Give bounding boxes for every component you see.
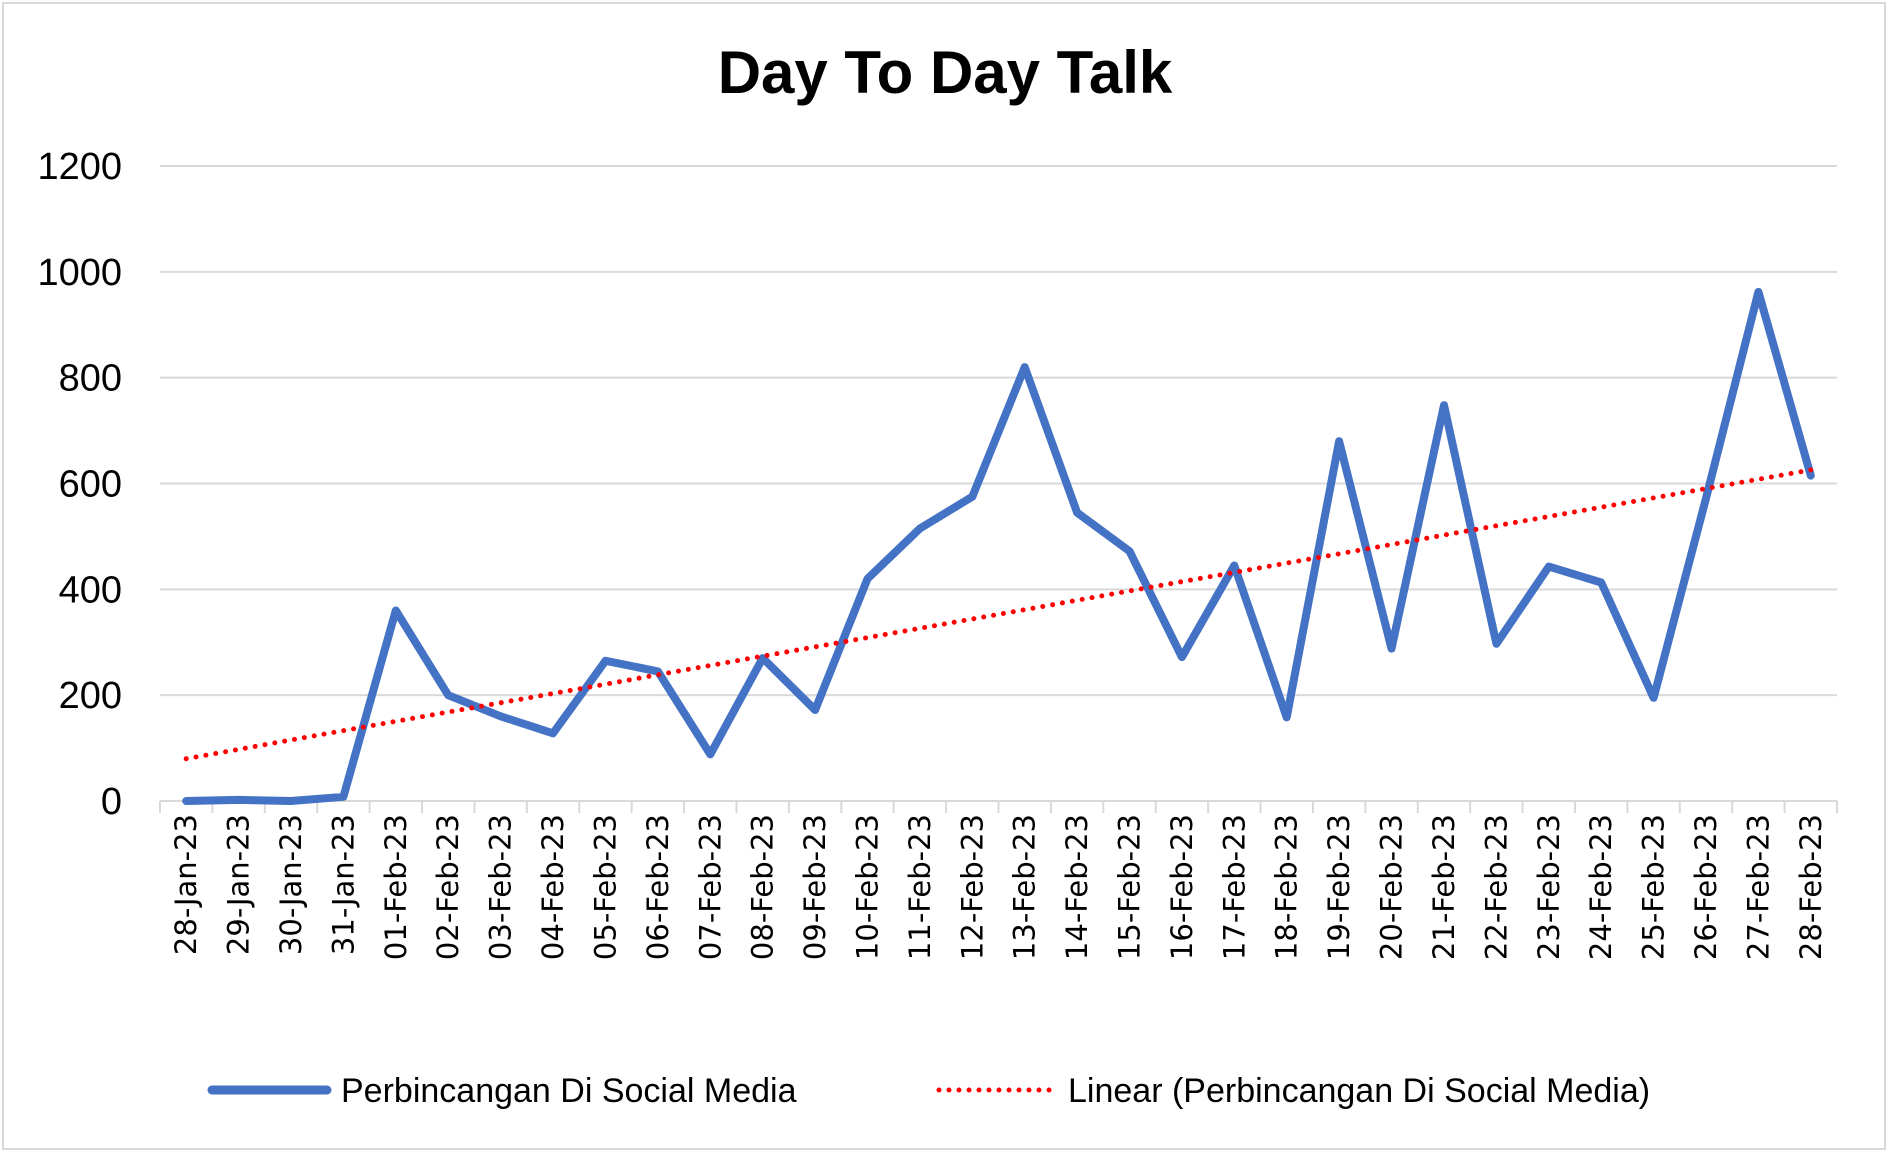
y-tick-label: 200: [59, 675, 122, 717]
x-tick-label: 15-Feb-23: [1113, 814, 1147, 960]
x-tick-label: 23-Feb-23: [1532, 814, 1566, 960]
chart-title: Day To Day Talk: [718, 39, 1173, 106]
x-tick-label: 28-Feb-23: [1794, 814, 1828, 960]
x-tick-label: 27-Feb-23: [1741, 814, 1775, 960]
x-tick-label: 08-Feb-23: [746, 814, 780, 960]
x-tick-label: 21-Feb-23: [1427, 814, 1461, 960]
x-tick-label: 31-Jan-23: [326, 814, 360, 955]
x-tick-label: 19-Feb-23: [1322, 814, 1356, 960]
gridlines: [160, 165, 1837, 697]
x-axis-ticks: 28-Jan-23 29-Jan-23 30-Jan-23 31-Jan-23 01-F…: [169, 814, 1828, 960]
x-tick-label: 09-Feb-23: [798, 814, 832, 960]
x-tick-label: 01-Feb-23: [379, 814, 413, 960]
series-line-mentions: [182, 287, 1815, 805]
x-tick-label: 22-Feb-23: [1479, 814, 1513, 960]
x-tick-label: 14-Feb-23: [1060, 814, 1094, 960]
x-tick-label: 10-Feb-23: [850, 814, 884, 960]
x-tick-label: 02-Feb-23: [431, 814, 465, 960]
x-tick-label: 11-Feb-23: [903, 814, 937, 960]
x-tick-label: 13-Feb-23: [1008, 814, 1042, 960]
x-axis: [159, 800, 1838, 813]
y-tick-label: 0: [101, 781, 122, 823]
x-tick-label: 04-Feb-23: [536, 814, 570, 960]
x-tick-label: 18-Feb-23: [1270, 814, 1304, 960]
y-tick-label: 1000: [37, 252, 122, 294]
x-tick-label: 25-Feb-23: [1637, 814, 1671, 960]
x-tick-label: 06-Feb-23: [641, 814, 675, 960]
y-tick-label: 600: [59, 464, 122, 506]
x-tick-label: 29-Jan-23: [222, 814, 256, 955]
legend-label-trendline: Linear (Perbincangan Di Social Media): [1068, 1072, 1650, 1110]
legend: Perbincangan Di Social Media Linear (Per…: [207, 1072, 1650, 1110]
x-tick-label: 03-Feb-23: [484, 814, 518, 960]
x-tick-label: 17-Feb-23: [1217, 814, 1251, 960]
y-tick-label: 1200: [37, 146, 122, 188]
y-axis-ticks: 0 200 400 600 800 1000 1200: [37, 146, 122, 823]
x-tick-label: 30-Jan-23: [274, 814, 308, 955]
x-tick-label: 28-Jan-23: [169, 814, 203, 955]
y-tick-label: 800: [59, 358, 122, 400]
x-tick-label: 07-Feb-23: [693, 814, 727, 960]
x-tick-label: 20-Feb-23: [1375, 814, 1409, 960]
series-line-trendline: [183, 467, 1814, 762]
x-tick-label: 24-Feb-23: [1584, 814, 1618, 960]
x-tick-label: 05-Feb-23: [588, 814, 622, 960]
x-tick-label: 26-Feb-23: [1689, 814, 1723, 960]
y-tick-label: 400: [59, 569, 122, 611]
x-tick-label: 12-Feb-23: [955, 814, 989, 960]
legend-label-series: Perbincangan Di Social Media: [341, 1072, 797, 1110]
series-lines: [182, 287, 1815, 805]
x-tick-label: 16-Feb-23: [1165, 814, 1199, 960]
